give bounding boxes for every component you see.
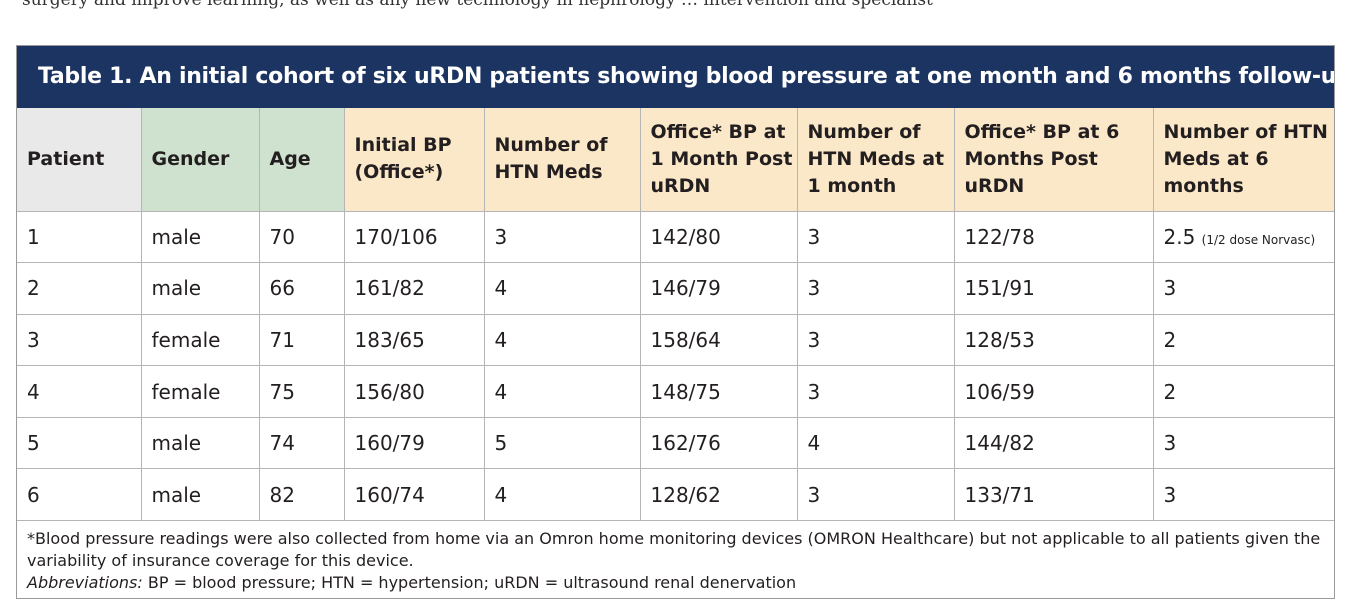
table-1: Table 1. An initial cohort of six uRDN p… — [16, 45, 1335, 599]
table-row: 1 male 70 170/106 3 142/80 3 122/78 2.5 … — [17, 210, 1334, 264]
cell-patient: 5 — [17, 416, 142, 470]
header-initial-bp: Initial BP (Office*) — [343, 108, 485, 212]
header-age: Age — [258, 108, 345, 212]
cell-bp-1-month: 146/79 — [639, 262, 798, 315]
header-patient: Patient — [17, 108, 142, 212]
table-row: 5 male 74 160/79 5 162/76 4 144/82 3 — [17, 416, 1334, 470]
cell-meds-6-months-value: 2.5 — [1163, 224, 1196, 249]
cell-bp-6-months: 106/59 — [953, 365, 1154, 418]
cell-meds-1-month: 3 — [796, 365, 955, 418]
header-bp-1-month: Office* BP at 1 Month Post uRDN — [639, 108, 798, 212]
cell-gender: male — [140, 416, 260, 470]
cell-htn-meds: 5 — [483, 416, 641, 470]
abbreviations-line: Abbreviations: BP = blood pressure; HTN … — [27, 572, 1324, 594]
cell-patient: 4 — [17, 365, 142, 418]
cell-meds-6-months: 3 — [1152, 262, 1334, 315]
cell-htn-meds: 4 — [483, 365, 641, 418]
cell-htn-meds: 4 — [483, 468, 641, 522]
cell-bp-1-month: 142/80 — [639, 210, 798, 264]
cell-initial-bp: 160/74 — [343, 468, 485, 522]
header-bp-6-months: Office* BP at 6 Months Post uRDN — [953, 108, 1154, 212]
cell-gender: male — [140, 210, 260, 264]
header-htn-meds: Number of HTN Meds — [483, 108, 641, 212]
table-caption: Table 1. An initial cohort of six uRDN p… — [17, 46, 1334, 108]
table-row: 6 male 82 160/74 4 128/62 3 133/71 3 — [17, 468, 1334, 522]
preceding-body-text: surgery and improve learning, as well as… — [22, 0, 933, 10]
cell-htn-meds: 4 — [483, 313, 641, 367]
cell-initial-bp: 160/79 — [343, 416, 485, 470]
cell-htn-meds: 4 — [483, 262, 641, 315]
footnote-text: *Blood pressure readings were also colle… — [27, 529, 1321, 571]
cell-bp-1-month: 148/75 — [639, 365, 798, 418]
cell-bp-1-month: 128/62 — [639, 468, 798, 522]
cell-meds-6-months: 3 — [1152, 468, 1334, 522]
cell-initial-bp: 183/65 — [343, 313, 485, 367]
dose-note: (1/2 dose Norvasc) — [1201, 232, 1316, 247]
cell-bp-6-months: 144/82 — [953, 416, 1154, 470]
cell-gender: female — [140, 365, 260, 418]
header-row: Patient Gender Age Initial BP (Office*) … — [17, 108, 1334, 212]
cell-meds-1-month: 3 — [796, 468, 955, 522]
abbreviations-label: Abbreviations: — [27, 573, 143, 593]
cell-patient: 6 — [17, 468, 142, 522]
data-table: Patient Gender Age Initial BP (Office*) … — [17, 108, 1334, 522]
header-meds-1-month: Number of HTN Meds at 1 month — [796, 108, 955, 212]
cell-meds-6-months: 2 — [1152, 365, 1334, 418]
table-row: 2 male 66 161/82 4 146/79 3 151/91 3 — [17, 262, 1334, 315]
cell-meds-1-month: 3 — [796, 262, 955, 315]
table-row: 4 female 75 156/80 4 148/75 3 106/59 2 — [17, 365, 1334, 418]
cell-initial-bp: 156/80 — [343, 365, 485, 418]
cell-age: 66 — [258, 262, 345, 315]
cell-initial-bp: 161/82 — [343, 262, 485, 315]
cell-bp-6-months: 151/91 — [953, 262, 1154, 315]
cell-patient: 3 — [17, 313, 142, 367]
table-footnote: *Blood pressure readings were also colle… — [17, 521, 1334, 594]
cell-meds-6-months: 2 — [1152, 313, 1334, 367]
cell-bp-6-months: 122/78 — [953, 210, 1154, 264]
cell-patient: 1 — [17, 210, 142, 264]
cell-age: 82 — [258, 468, 345, 522]
cell-htn-meds: 3 — [483, 210, 641, 264]
cell-age: 74 — [258, 416, 345, 470]
header-meds-6-months: Number of HTN Meds at 6 months — [1152, 108, 1334, 212]
cell-initial-bp: 170/106 — [343, 210, 485, 264]
cell-gender: male — [140, 262, 260, 315]
header-gender: Gender — [140, 108, 260, 212]
cell-patient: 2 — [17, 262, 142, 315]
cell-age: 70 — [258, 210, 345, 264]
cell-gender: female — [140, 313, 260, 367]
cell-bp-6-months: 128/53 — [953, 313, 1154, 367]
table-row: 3 female 71 183/65 4 158/64 3 128/53 2 — [17, 313, 1334, 367]
cell-meds-1-month: 4 — [796, 416, 955, 470]
cell-meds-6-months: 2.5 (1/2 dose Norvasc) — [1152, 210, 1334, 264]
cell-meds-1-month: 3 — [796, 313, 955, 367]
cell-bp-1-month: 162/76 — [639, 416, 798, 470]
cell-meds-6-months: 3 — [1152, 416, 1334, 470]
cell-gender: male — [140, 468, 260, 522]
cell-bp-1-month: 158/64 — [639, 313, 798, 367]
cell-bp-6-months: 133/71 — [953, 468, 1154, 522]
cell-age: 71 — [258, 313, 345, 367]
cell-meds-1-month: 3 — [796, 210, 955, 264]
cell-age: 75 — [258, 365, 345, 418]
abbreviations-text: BP = blood pressure; HTN = hypertension;… — [142, 573, 797, 593]
